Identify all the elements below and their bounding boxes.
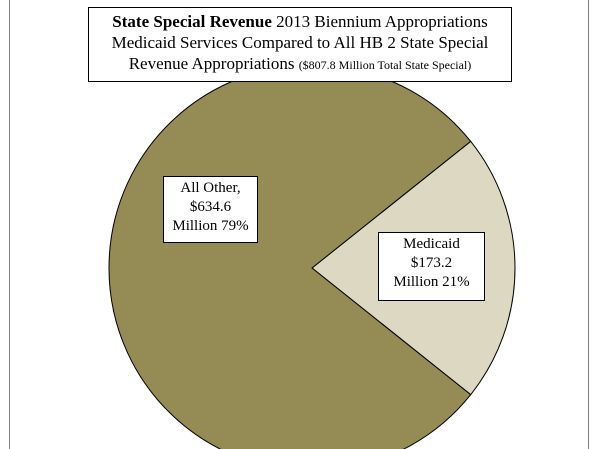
- title-bold: State Special Revenue: [112, 12, 272, 31]
- slice-label-line: Million 21%: [393, 274, 470, 290]
- chart-title: State Special Revenue 2013 Biennium Appr…: [88, 7, 512, 82]
- slice-label-line: $634.6: [189, 199, 232, 215]
- title-line2: Medicaid Services Compared to All HB 2 S…: [111, 33, 489, 52]
- slice-label-all-other: All Other, $634.6 Million 79%: [163, 176, 258, 243]
- title-subtitle: ($807.8 Million Total State Special): [298, 58, 472, 72]
- slice-label-line: $173.2: [410, 255, 453, 271]
- chart-frame: [9, 0, 589, 449]
- slice-label-line: All Other,: [180, 180, 241, 196]
- slice-label-line: Medicaid: [403, 236, 460, 252]
- slice-label-line: Million 79%: [172, 218, 249, 234]
- title-line3: Revenue Appropriations: [128, 54, 299, 73]
- title-line1: 2013 Biennium Appropriations: [271, 12, 488, 31]
- slice-label-medicaid: Medicaid $173.2 Million 21%: [378, 232, 485, 301]
